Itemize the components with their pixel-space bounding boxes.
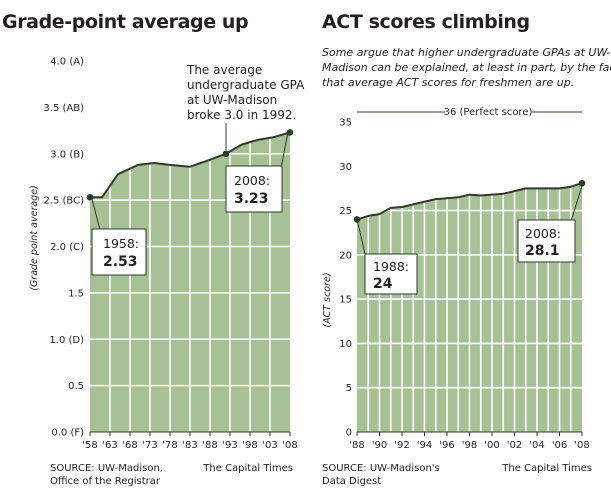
l-xtick-label: '08 (282, 440, 297, 451)
l-xtick-label: '63 (102, 440, 117, 451)
r-ytick-label: 10 (339, 339, 352, 350)
l-series-line (90, 131, 291, 199)
r-data-point (578, 179, 586, 187)
r-xtick-label: '94 (417, 440, 432, 451)
r-xtick-label: '96 (439, 440, 454, 451)
l-xtick-label: '73 (142, 440, 157, 451)
gpa-callout-1958-year: 1958: (103, 236, 139, 251)
gpa-callout-2008-box (225, 165, 283, 213)
gpa-chart-title: Grade-point average up (2, 11, 248, 33)
r-ytick-label: 35 (339, 118, 352, 129)
l-xtick-label: '03 (262, 440, 277, 451)
l-ytick-label: 1.5 (68, 288, 84, 299)
l-data-point (222, 150, 230, 158)
act-source-line-1: SOURCE: UW-Madison's (322, 463, 440, 474)
act-callout-2008-value: 28.1 (525, 243, 560, 259)
act-chart: ACT scores climbing Some argue that high… (322, 11, 611, 487)
l-ytick-label: 0.5 (68, 381, 84, 392)
l-xtick-label: '58 (82, 440, 97, 451)
act-perfect-label: 36 (Perfect score) (444, 107, 533, 118)
gpa-callout-1958-leader (91, 198, 101, 231)
act-callout-1988: 1988: 24 (356, 218, 418, 295)
act-perfect-score: 36 (Perfect score) (357, 107, 582, 118)
act-subtitle-line-3: that average ACT scores for freshmen are… (322, 76, 574, 89)
act-credit: The Capital Times (501, 463, 592, 474)
r-ytick-label: 15 (339, 295, 352, 306)
act-callout-1988-leader (356, 218, 366, 255)
l-data-point (86, 194, 94, 201)
r-ytick-label: 0 (346, 428, 352, 439)
l-ytick-label: 4.0 (A) (50, 57, 84, 68)
l-ytick-label: 0.0 (F) (51, 428, 84, 439)
gpa-chart: Grade-point average up 0.0 (F) 0.5 1.0 (D)… (2, 11, 305, 487)
r-xtick-label: '02 (507, 440, 522, 451)
act-source-line-2: Data Digest (322, 476, 381, 487)
gpa-credit: The Capital Times (202, 463, 293, 474)
gpa-source-line-1: SOURCE: UW-Madison, (50, 463, 163, 474)
gpa-source-line-2: Office of the Registrar (50, 476, 161, 487)
l-data-point (286, 129, 294, 136)
r-xtick-label: '98 (462, 440, 477, 451)
r-ytick-label: 20 (339, 250, 352, 261)
l-xtick-label: '88 (202, 440, 217, 451)
l-ytick-label: 3.0 (B) (50, 149, 84, 160)
l-xtick-label: '68 (122, 440, 137, 451)
gpa-callout-2008-leader (280, 131, 289, 169)
gpa-note-line-3: at UW-Madison (187, 93, 277, 107)
act-callout-2008-box (517, 219, 576, 263)
act-callout-2008: 2008: 28.1 (517, 185, 583, 263)
l-ytick-label: 2.0 (C) (50, 242, 84, 253)
l-ytick-label: 1.0 (D) (49, 335, 84, 346)
l-ytick-label: 3.5 (AB) (43, 103, 84, 114)
r-ytick-label: 25 (339, 206, 352, 217)
r-xtick-label: '92 (394, 440, 409, 451)
l-xtick-label: '83 (182, 440, 197, 451)
gpa-callout-1958-box (91, 228, 147, 276)
r-xtick-label: '06 (552, 440, 567, 451)
r-xtick-label: '00 (484, 440, 499, 451)
act-chart-title: ACT scores climbing (322, 11, 530, 33)
r-xtick-label: '04 (529, 440, 544, 451)
gpa-callout-2008-year: 2008: (234, 173, 270, 188)
act-callout-2008-year: 2008: (525, 226, 561, 241)
r-xtick-label: '90 (372, 440, 387, 451)
r-ytick-label: 5 (346, 383, 352, 394)
gpa-annotation-1992: The average undergraduate GPA at UW-Madi… (186, 63, 305, 150)
gpa-callout-2008: 2008: 3.23 (225, 131, 289, 213)
l-xtick-label: '78 (162, 440, 177, 451)
gpa-callout-2008-value: 3.23 (234, 191, 269, 207)
act-subtitle-line-1: Some argue that higher undergraduate GPA… (322, 46, 610, 59)
r-ytick-label: 30 (339, 162, 352, 173)
l-xtick-label: '98 (242, 440, 257, 451)
r-series-line (356, 182, 583, 221)
gpa-note-line-4: broke 3.0 in 1992. (187, 108, 296, 122)
l-ytick-label: 2.5 (BC) (43, 196, 84, 207)
gpa-note-line-2: undergraduate GPA (187, 78, 305, 92)
act-callout-1988-year: 1988: (373, 259, 409, 274)
gpa-callout-1958: 1958: 2.53 (91, 198, 147, 276)
gpa-y-axis-label: (Grade point average) (29, 185, 40, 291)
act-callout-1988-value: 24 (373, 276, 393, 292)
l-xtick-label: '93 (222, 440, 237, 451)
act-subtitle-line-2: Madison can be explained, at least in pa… (322, 61, 611, 74)
act-callout-2008-leader (570, 185, 583, 222)
act-y-axis-label: (ACT score) (322, 272, 333, 327)
gpa-note-line-1: The average (186, 63, 262, 77)
gpa-callout-1958-value: 2.53 (103, 254, 138, 270)
r-xtick-label: '88 (349, 440, 364, 451)
act-callout-1988-box (364, 253, 418, 295)
r-xtick-label: '08 (574, 440, 589, 451)
